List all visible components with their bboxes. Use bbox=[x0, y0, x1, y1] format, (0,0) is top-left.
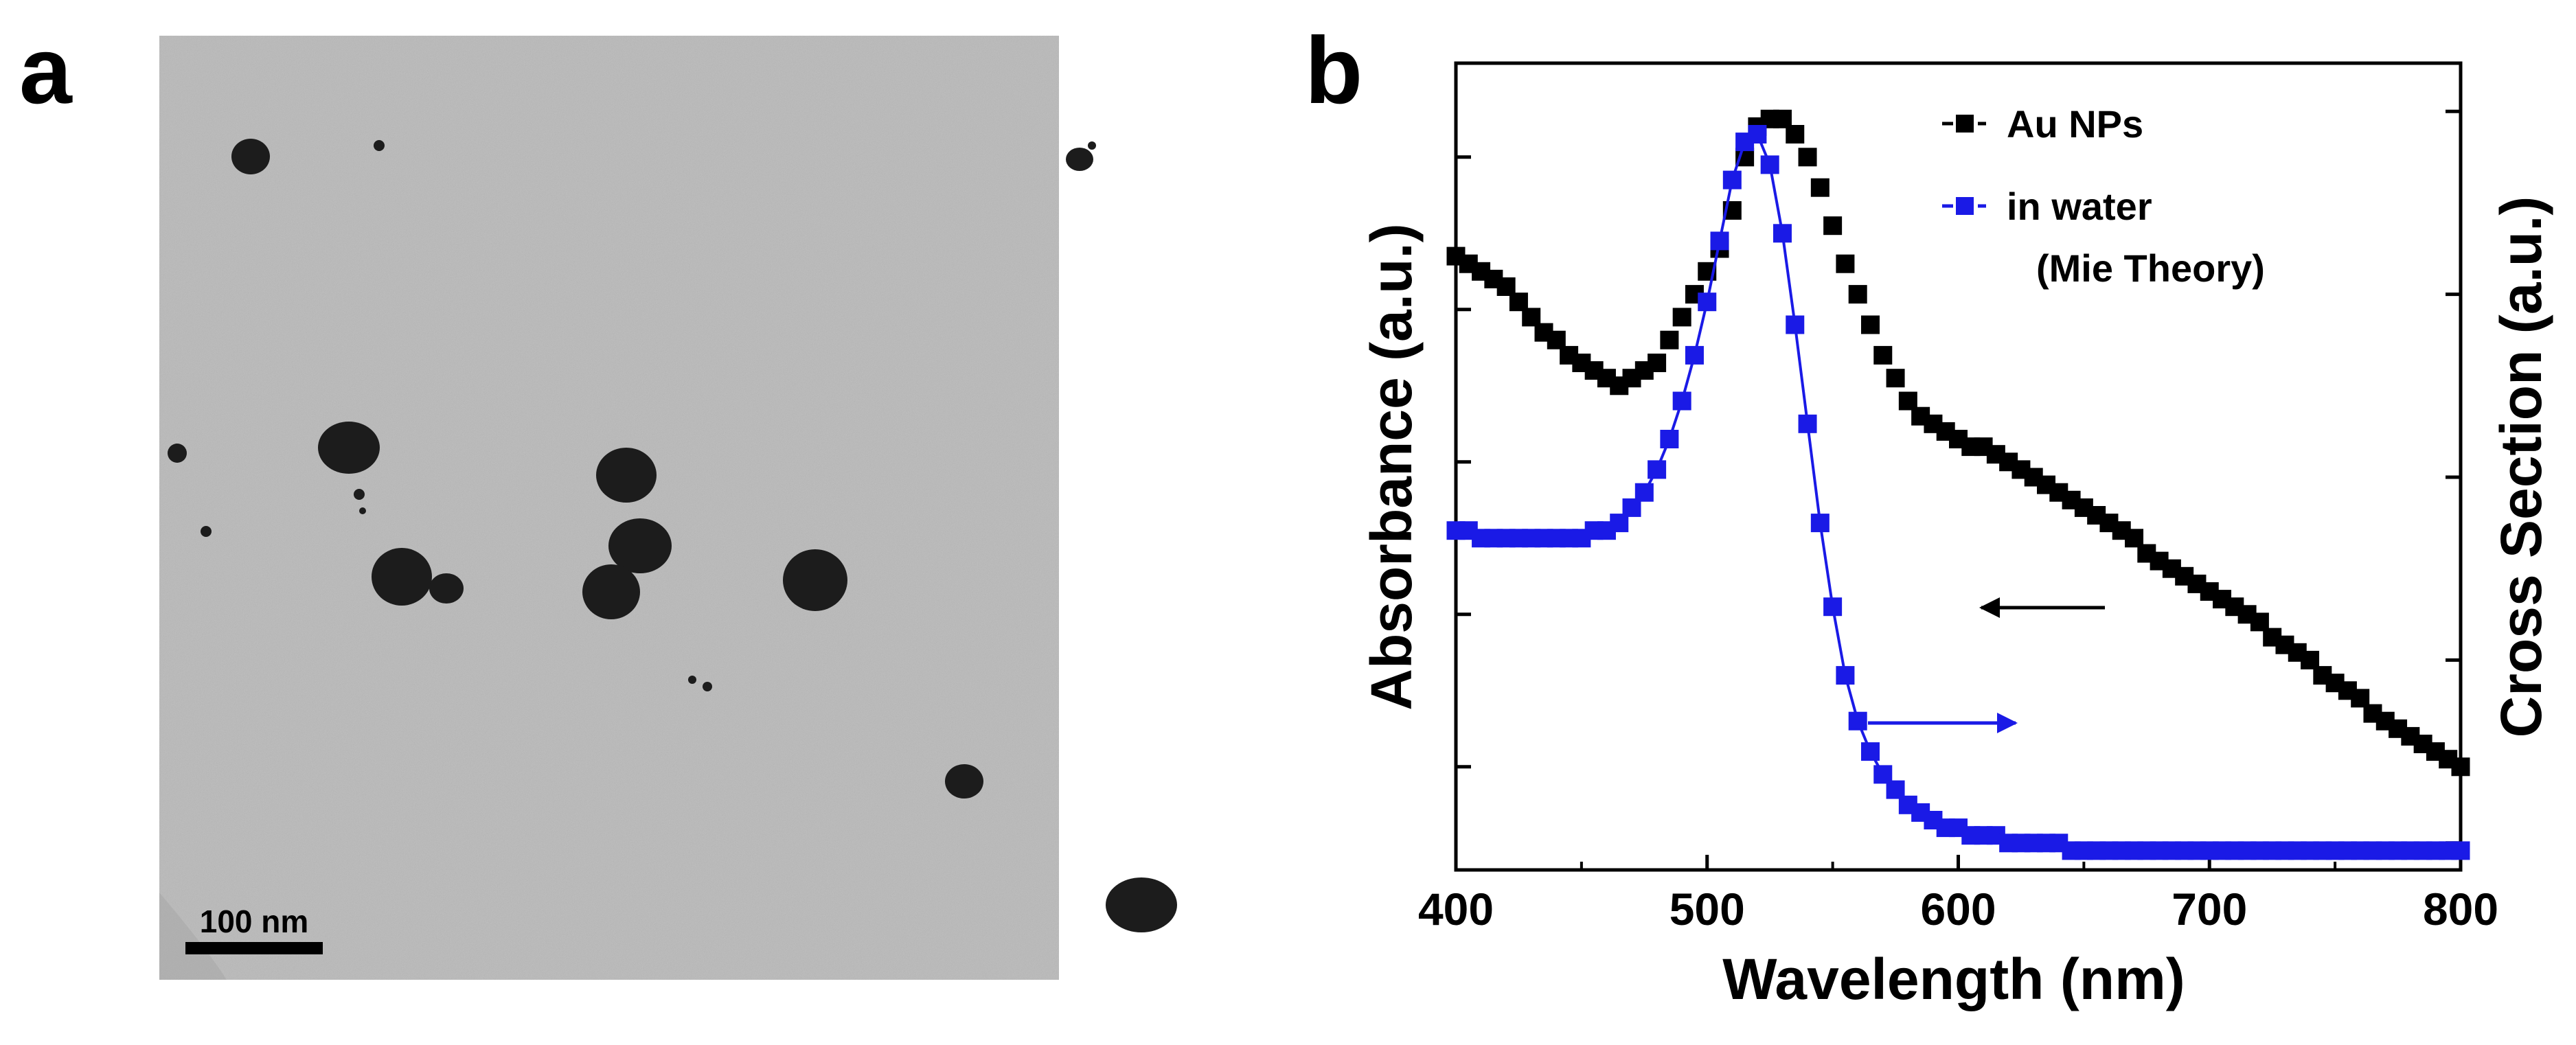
in-water-point bbox=[1760, 155, 1779, 174]
plot-frame bbox=[1454, 61, 2463, 872]
legend-item-in-water: in water bbox=[1942, 185, 2152, 228]
in-water-point bbox=[1786, 315, 1805, 334]
x-ticks: 400 500 600 700 800 bbox=[1418, 855, 2498, 934]
legend-label-mie-theory: (Mie Theory) bbox=[2036, 246, 2265, 290]
x-tick-label: 500 bbox=[1669, 884, 1745, 934]
series-in-water bbox=[1446, 125, 2470, 860]
y-axis-title-left: Absorbance (a.u.) bbox=[1359, 223, 1424, 710]
y-ticks-left bbox=[1456, 155, 1471, 769]
au-nps-point bbox=[1860, 315, 1880, 334]
au-nps-point bbox=[1810, 178, 1830, 197]
x-tick-label: 400 bbox=[1418, 884, 1494, 934]
x-axis-title: Wavelength (nm) bbox=[1722, 947, 2185, 1011]
in-water-point bbox=[1848, 711, 1867, 731]
legend-item-au-nps: Au NPs bbox=[1942, 102, 2143, 146]
in-water-point bbox=[1685, 345, 1704, 365]
tem-image: 100 nm bbox=[159, 36, 1177, 980]
au-nps-point bbox=[1873, 345, 1893, 365]
in-water-point bbox=[2451, 841, 2470, 860]
au-nps-point bbox=[1648, 354, 1667, 372]
in-water-point bbox=[1722, 170, 1742, 190]
au-nps-point bbox=[1786, 125, 1805, 143]
nanoparticles bbox=[168, 139, 1177, 932]
panel-a-label: a bbox=[19, 18, 73, 124]
au-nps-point bbox=[1798, 148, 1817, 167]
y-ticks-right bbox=[2446, 109, 2461, 845]
scale-bar-label: 100 nm bbox=[200, 904, 309, 939]
legend: Au NPs in water (Mie Theory) bbox=[1942, 102, 2265, 290]
in-water-point bbox=[1748, 125, 1767, 143]
au-nps-point bbox=[1848, 285, 1867, 304]
au-nps-point bbox=[2451, 757, 2470, 777]
in-water-point bbox=[1823, 597, 1843, 617]
in-water-point bbox=[1810, 514, 1830, 533]
au-nps-point bbox=[1660, 330, 1679, 349]
chart-b: 400 500 600 700 800 Wavelength (nm) Absorban… bbox=[1359, 61, 2553, 1011]
in-water-line bbox=[1456, 132, 2461, 852]
au-nps-point bbox=[1823, 216, 1843, 236]
in-water-point bbox=[1798, 414, 1817, 433]
in-water-point bbox=[1860, 742, 1880, 761]
au-nps-point bbox=[1672, 308, 1691, 327]
legend-label-au-nps: Au NPs bbox=[2007, 102, 2143, 146]
in-water-point bbox=[1648, 460, 1667, 479]
in-water-point bbox=[1634, 483, 1654, 502]
legend-label-in-water: in water bbox=[2007, 185, 2152, 228]
in-water-point bbox=[1660, 430, 1679, 448]
au-nps-point bbox=[1836, 254, 1855, 273]
x-tick-label: 800 bbox=[2423, 884, 2498, 934]
au-nps-point bbox=[1886, 369, 1905, 388]
in-water-point bbox=[1773, 224, 1792, 243]
in-water-point bbox=[1836, 666, 1855, 685]
y-axis-title-right: Cross Section (a.u.) bbox=[2489, 196, 2553, 738]
in-water-point bbox=[1698, 292, 1717, 312]
x-tick-label: 600 bbox=[1920, 884, 1996, 934]
scale-bar bbox=[185, 942, 323, 954]
in-water-point bbox=[1710, 231, 1729, 251]
in-water-point bbox=[1672, 391, 1691, 411]
x-tick-label: 700 bbox=[2172, 884, 2247, 934]
panel-b-label: b bbox=[1305, 18, 1363, 124]
